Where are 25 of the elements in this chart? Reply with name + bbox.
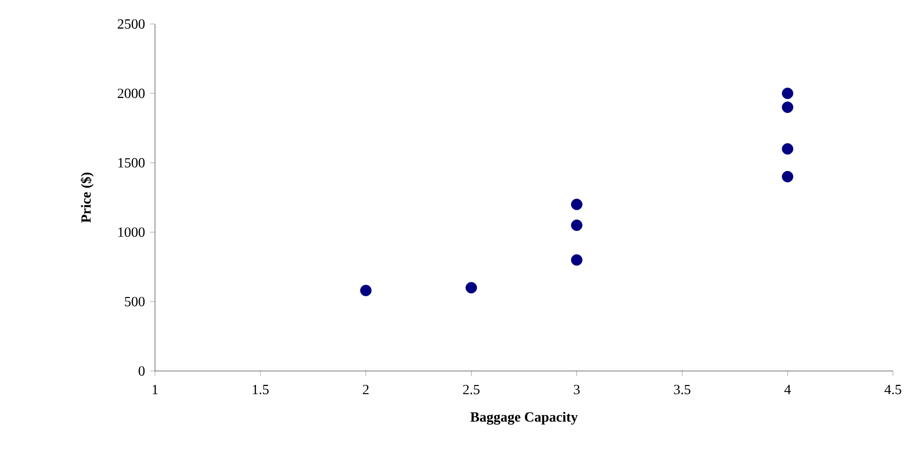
- point: [360, 284, 372, 296]
- x-tick-label: 4.5: [884, 384, 902, 394]
- x-tick-label: 1: [152, 384, 158, 394]
- y-tick-label: 2500: [118, 19, 145, 29]
- point: [571, 254, 582, 266]
- y-tick-label: 1500: [118, 158, 145, 168]
- x-tick-label: 3: [574, 384, 580, 394]
- y-tick-label: 500: [124, 296, 145, 306]
- x-tick-label: 4: [784, 384, 791, 394]
- x-tick-label: 1.5: [252, 384, 269, 394]
- y-tick-label: 1000: [118, 227, 145, 237]
- point: [782, 143, 794, 155]
- y-tick-label: 0: [138, 366, 145, 376]
- y-tick-label: 2000: [118, 88, 145, 98]
- point: [782, 102, 794, 113]
- x-tick-label: 2: [362, 384, 369, 394]
- point: [782, 88, 794, 100]
- y-axis-title: Price ($): [80, 172, 94, 223]
- x-tick-label: 2.5: [463, 384, 480, 394]
- point: [466, 282, 477, 294]
- x-axis-title: Baggage Capacity: [470, 412, 578, 425]
- point: [782, 170, 794, 182]
- point: [571, 198, 582, 210]
- x-tick-label: 3.5: [674, 384, 690, 394]
- point: [571, 220, 582, 231]
